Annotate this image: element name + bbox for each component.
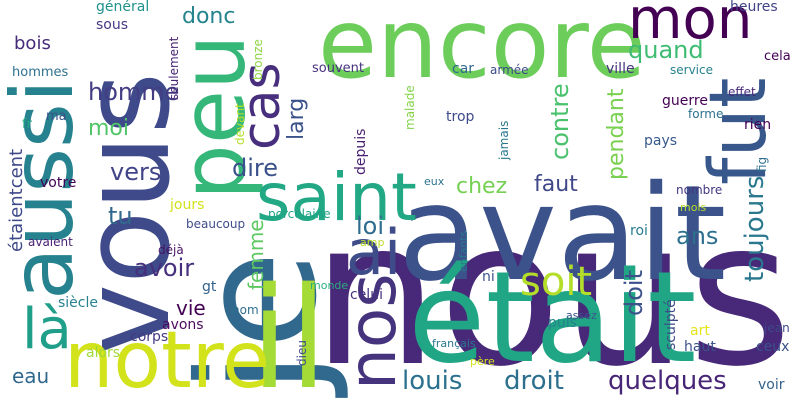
word-moi: moi bbox=[88, 116, 130, 141]
word-quand: quand bbox=[628, 36, 704, 64]
word-eux: eux bbox=[424, 175, 445, 188]
word-nombre: nombre bbox=[676, 183, 723, 197]
word-notre: notre bbox=[64, 316, 271, 400]
word-voir: voir bbox=[758, 377, 785, 393]
word-rien: rien bbox=[744, 117, 772, 133]
word-droit: droit bbox=[504, 366, 564, 396]
word-soit: soit bbox=[520, 259, 593, 305]
word-jours: jours bbox=[170, 197, 205, 213]
word-porcelaine: porcelaine bbox=[268, 207, 331, 221]
word-etait: était bbox=[408, 244, 697, 391]
word-monde: monde bbox=[310, 279, 349, 292]
word-depuis: depuis bbox=[353, 128, 369, 175]
word-ai: ai bbox=[346, 216, 402, 289]
word-nom: nom bbox=[232, 303, 259, 317]
word-etaientcent: étaientcent bbox=[6, 148, 27, 252]
word-dieu: dieu bbox=[295, 340, 309, 366]
word-pays: pays bbox=[644, 133, 678, 149]
word-ans: ans bbox=[676, 222, 719, 250]
word-femme: femme bbox=[244, 219, 268, 290]
word-malade: malade bbox=[403, 85, 417, 130]
word-il: il bbox=[250, 258, 328, 400]
word-ceux: ceux bbox=[756, 339, 790, 355]
word-seulement: seulement bbox=[167, 36, 181, 100]
word-car: car bbox=[452, 61, 475, 77]
word-sous: sous bbox=[96, 17, 129, 33]
word-service: service bbox=[670, 63, 713, 77]
word-quelques: quelques bbox=[608, 366, 727, 396]
word-cela: cela bbox=[764, 49, 791, 64]
word-pendant: pendant bbox=[604, 88, 629, 180]
word-fig: fig bbox=[755, 156, 769, 172]
word-heures: heures bbox=[730, 0, 778, 15]
word-chez: chez bbox=[456, 174, 508, 199]
word-mon: mon bbox=[628, 0, 753, 52]
word-assez: assez bbox=[566, 309, 597, 322]
word-jean: jean bbox=[764, 321, 790, 335]
word-eau: eau bbox=[12, 364, 50, 388]
word-toujours: toujours bbox=[740, 175, 770, 282]
word-louis: louis bbox=[402, 366, 463, 396]
word-vers: vers bbox=[110, 158, 162, 186]
word-sculpte: sculpté bbox=[663, 299, 679, 350]
word-vie: vie bbox=[176, 296, 206, 320]
word-ville: ville bbox=[606, 61, 635, 77]
word-faut: faut bbox=[534, 172, 578, 197]
word-armee: armée bbox=[490, 63, 529, 77]
word-votre: votre bbox=[40, 175, 77, 191]
word-celui: celui bbox=[350, 287, 383, 303]
word-avoir: avoir bbox=[134, 254, 195, 282]
word-dire: dire bbox=[232, 154, 279, 182]
word-deja: déjà bbox=[158, 243, 184, 257]
word-homme: homme bbox=[88, 78, 180, 106]
word-bronze: bronze bbox=[251, 39, 265, 80]
word-loi: loi bbox=[356, 212, 385, 240]
word-avait: avait bbox=[398, 157, 727, 311]
word-general: général bbox=[96, 0, 150, 15]
word-art: art bbox=[690, 323, 710, 339]
word-nous: nous bbox=[312, 178, 793, 400]
word-pere: père bbox=[470, 355, 495, 368]
word-jamais: jamais bbox=[497, 120, 511, 160]
word-ma: ma bbox=[46, 109, 67, 124]
word-doit: doit bbox=[620, 270, 648, 316]
word-haut: haut bbox=[684, 339, 716, 355]
word-gt: gt bbox=[202, 279, 217, 295]
word-larg: larg bbox=[284, 97, 309, 140]
word-souvent: souvent bbox=[312, 61, 364, 76]
word-avons: avons bbox=[162, 317, 204, 333]
word-enfants: enfants bbox=[457, 230, 470, 272]
word-francais: français bbox=[432, 337, 476, 350]
word-forme: forme bbox=[688, 107, 724, 121]
word-contre: contre bbox=[546, 83, 574, 160]
word-avaient: avaient bbox=[28, 235, 73, 249]
word-encore: encore bbox=[318, 0, 646, 100]
word-mois: mois bbox=[680, 201, 707, 214]
word-roi: roi bbox=[630, 223, 648, 239]
word-fr: fr bbox=[22, 117, 32, 132]
word-corps: corps bbox=[130, 329, 169, 345]
word-effet: effet bbox=[728, 85, 756, 99]
word-alors: alors bbox=[86, 345, 121, 361]
word-tu: tu bbox=[108, 202, 133, 230]
word-amp: amp bbox=[360, 236, 385, 249]
word-devant: devant bbox=[233, 103, 247, 145]
word-guerre: guerre bbox=[662, 93, 708, 109]
word-siecle: siècle bbox=[58, 295, 98, 311]
word-puis: puis bbox=[548, 315, 577, 331]
word-beaucoup: beaucoup bbox=[186, 217, 246, 231]
word-trop: trop bbox=[446, 109, 475, 125]
word-donc: donc bbox=[182, 4, 236, 29]
word-ni: ni bbox=[482, 269, 495, 285]
word-saint: saint bbox=[256, 159, 417, 236]
word-hommes: hommes bbox=[12, 65, 69, 80]
word-bois: bois bbox=[14, 33, 51, 54]
word-la: là bbox=[22, 297, 72, 362]
